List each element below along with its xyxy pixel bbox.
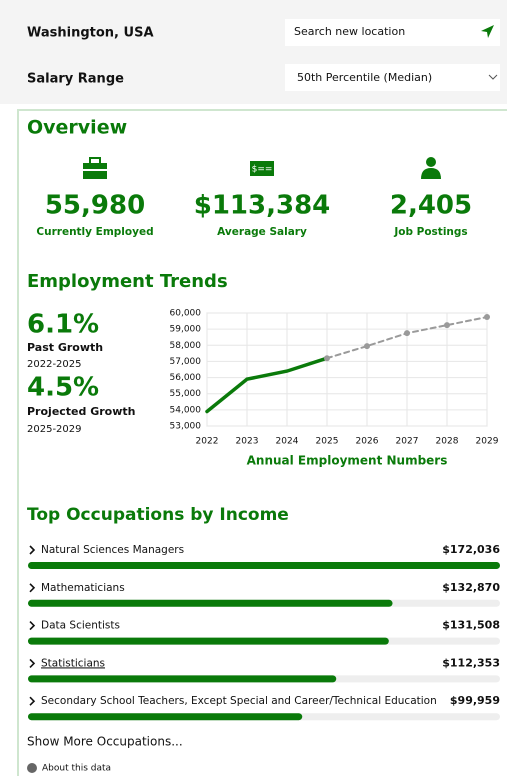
chevron bbox=[29, 621, 36, 631]
y-tick-label: 60,000 bbox=[170, 309, 202, 319]
chevron bbox=[29, 545, 36, 555]
info-icon bbox=[27, 763, 37, 773]
x-tick-label: 2029 bbox=[476, 437, 499, 447]
occupation-salary: $172,036 bbox=[442, 543, 500, 556]
trends-title: Employment Trends bbox=[27, 271, 228, 292]
plot-frame bbox=[206, 312, 488, 427]
y-tick-label: 54,000 bbox=[170, 405, 202, 415]
content-border bbox=[17, 109, 507, 776]
search-placeholder: Search new location bbox=[294, 25, 405, 38]
occupation-salary: $132,870 bbox=[442, 581, 500, 594]
bar bbox=[28, 599, 393, 607]
chevron bbox=[29, 658, 36, 668]
occupation-name: Data Scientists bbox=[41, 620, 120, 632]
x-tick-label: 2025 bbox=[316, 437, 339, 447]
salary-select[interactable] bbox=[285, 64, 500, 91]
y-tick-label: 59,000 bbox=[170, 325, 202, 335]
x-axis-title: Annual Employment Numbers bbox=[247, 454, 448, 468]
occupation-salary: $131,508 bbox=[442, 619, 500, 632]
show-more[interactable]: Show More Occupations... bbox=[27, 735, 183, 749]
point bbox=[364, 343, 370, 350]
occupation-name: Statisticians bbox=[41, 657, 105, 669]
stat-label: Job Postings bbox=[393, 226, 467, 238]
bar bbox=[28, 713, 303, 721]
y-tick-label: 57,000 bbox=[170, 357, 202, 367]
occupation-salary: $112,353 bbox=[442, 656, 500, 669]
point bbox=[324, 355, 330, 362]
bar bbox=[28, 637, 389, 645]
chevron bbox=[29, 583, 36, 593]
y-tick-label: 55,000 bbox=[170, 389, 202, 399]
trend-line bbox=[205, 356, 329, 414]
x-tick-label: 2023 bbox=[236, 437, 259, 447]
money-icon: $== bbox=[250, 161, 274, 176]
projected-growth-value: 4.5% bbox=[27, 373, 99, 403]
projected-growth-label: Projected Growth bbox=[27, 405, 135, 418]
salary-range-value: 50th Percentile (Median) bbox=[297, 71, 432, 84]
locate-icon[interactable] bbox=[481, 25, 494, 38]
occupation-name: Secondary School Teachers, Except Specia… bbox=[41, 695, 437, 707]
past-growth-label: Past Growth bbox=[27, 341, 103, 354]
bar bbox=[28, 562, 500, 569]
occupation-salary: $99,959 bbox=[450, 694, 500, 707]
stat-label: Currently Employed bbox=[36, 226, 153, 238]
x-tick-label: 2024 bbox=[276, 437, 299, 447]
x-tick-label: 2027 bbox=[396, 437, 419, 447]
occupations-title: Top Occupations by Income bbox=[27, 505, 289, 525]
y-tick-label: 53,000 bbox=[170, 422, 202, 432]
stat-value: 55,980 bbox=[45, 191, 145, 221]
occupation-name: Mathematicians bbox=[41, 582, 125, 594]
past-growth-value: 6.1% bbox=[27, 310, 99, 340]
location: Washington, USA bbox=[27, 26, 154, 41]
y-tick-label: 58,000 bbox=[170, 341, 202, 351]
stat-value: 2,405 bbox=[390, 191, 472, 221]
svg-text:$==: $== bbox=[252, 165, 273, 175]
projected-growth-period: 2025-2029 bbox=[27, 424, 82, 435]
point bbox=[484, 314, 490, 321]
x-tick-label: 2026 bbox=[356, 437, 379, 447]
salary-range-label: Salary Range bbox=[27, 72, 124, 87]
person-icon bbox=[421, 157, 441, 179]
chevron bbox=[29, 696, 36, 706]
y-tick-label: 56,000 bbox=[170, 373, 202, 383]
occupation-name: Natural Sciences Managers bbox=[41, 544, 184, 556]
x-tick-label: 2022 bbox=[196, 437, 219, 447]
x-tick-label: 2028 bbox=[436, 437, 459, 447]
past-growth-period: 2022-2025 bbox=[27, 359, 82, 370]
stat-value: $113,384 bbox=[194, 191, 331, 221]
select-chevron bbox=[488, 74, 498, 80]
about-data[interactable]: About this data bbox=[42, 764, 111, 774]
point bbox=[404, 330, 410, 337]
bar bbox=[28, 675, 337, 683]
stat-label: Average Salary bbox=[217, 226, 307, 238]
search-box[interactable] bbox=[285, 19, 500, 46]
briefcase-icon bbox=[83, 157, 107, 179]
point bbox=[444, 322, 450, 329]
overview-title: Overview bbox=[27, 117, 127, 139]
